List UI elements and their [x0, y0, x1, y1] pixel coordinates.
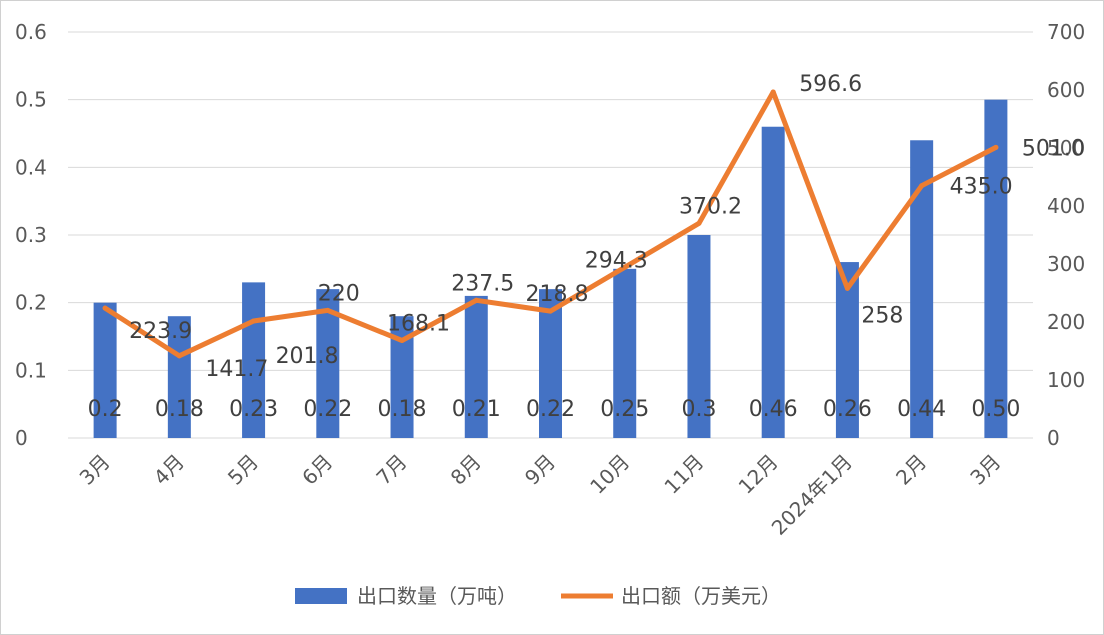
bar-data-label: 0.23 — [229, 397, 278, 422]
right-tick-label: 0 — [1047, 426, 1060, 450]
x-tick-label: 7月 — [371, 450, 411, 490]
line-point — [993, 144, 999, 150]
right-tick-label: 600 — [1047, 78, 1085, 102]
bar — [390, 316, 414, 438]
line-data-label: 201.8 — [276, 344, 339, 369]
line-point — [325, 307, 331, 313]
left-tick-label: 0.5 — [15, 88, 47, 112]
line-data-label: 220 — [318, 281, 360, 306]
x-tick-label: 10月 — [585, 450, 634, 499]
right-tick-label: 200 — [1047, 310, 1085, 334]
bar-data-label: 0.50 — [971, 397, 1020, 422]
line-data-label: 435.0 — [950, 175, 1013, 200]
bar — [835, 262, 859, 438]
bar-data-labels: 0.2 0.18 0.23 0.22 0.18 0.21 0.22 0.25 0.3 0.46 0.… — [88, 397, 1021, 422]
x-tick-label: 8月 — [446, 450, 486, 490]
x-tick-label: 2月 — [891, 450, 931, 490]
right-tick-label: 700 — [1047, 20, 1085, 44]
bar-data-label: 0.18 — [155, 397, 204, 422]
left-tick-label: 0.4 — [15, 155, 47, 179]
line-data-label: 168.1 — [387, 312, 450, 337]
bar — [910, 140, 934, 438]
bar — [93, 302, 117, 438]
left-tick-label: 0.1 — [15, 358, 47, 382]
right-tick-label: 300 — [1047, 252, 1085, 276]
right-tick-label: 500 — [1047, 136, 1085, 160]
line-point — [844, 285, 850, 291]
left-tick-label: 0.6 — [15, 20, 47, 44]
line-point — [473, 297, 479, 303]
x-tick-label: 5月 — [223, 450, 263, 490]
line-data-label: 141.7 — [205, 357, 268, 382]
bar — [613, 268, 637, 438]
bar-data-label: 0.18 — [378, 397, 427, 422]
bar-data-label: 0.2 — [88, 397, 123, 422]
line-data-label: 218.8 — [526, 282, 589, 307]
export-value-line — [102, 89, 999, 359]
line-point — [548, 308, 553, 314]
line-point — [251, 318, 257, 324]
x-tick-label: 12月 — [734, 450, 783, 499]
x-tick-label: 3月 — [75, 450, 115, 490]
line-point — [696, 220, 702, 226]
bar-data-label: 0.44 — [897, 397, 946, 422]
x-tick-label: 4月 — [149, 450, 189, 490]
x-tick-label: 2024年1月 — [767, 450, 857, 540]
bar-data-label: 0.22 — [526, 397, 575, 422]
x-tick-label: 9月 — [520, 450, 560, 490]
bar-data-label: 0.3 — [681, 397, 716, 422]
legend-label-quantity: 出口数量（万吨） — [357, 584, 517, 608]
line-data-label: 370.2 — [679, 194, 742, 219]
left-axis-ticks: 0 0.1 0.2 0.3 0.4 0.5 0.6 — [15, 20, 47, 450]
line-data-label: 223.9 — [129, 319, 192, 344]
line-point — [176, 353, 182, 359]
line-point — [770, 89, 776, 95]
x-tick-label: 3月 — [965, 450, 1005, 490]
bar-data-label: 0.46 — [749, 397, 798, 422]
legend-swatch-quantity — [295, 588, 347, 604]
bar — [464, 295, 488, 438]
line-point — [399, 338, 405, 344]
right-tick-label: 100 — [1047, 368, 1085, 392]
bar — [761, 126, 785, 438]
quantity-bars — [93, 99, 1008, 439]
right-tick-label: 400 — [1047, 194, 1085, 218]
bar — [984, 99, 1008, 439]
left-tick-label: 0.3 — [15, 223, 47, 247]
line-point — [622, 264, 628, 270]
legend: 出口数量（万吨） 出口额（万美元） — [295, 584, 781, 608]
line-data-label: 596.6 — [799, 72, 862, 97]
legend-label-value: 出口额（万美元） — [621, 584, 781, 608]
line-data-label: 501.0 — [1022, 136, 1085, 161]
x-tick-label: 11月 — [659, 450, 708, 499]
bar-data-label: 0.25 — [600, 397, 649, 422]
line-data-label: 294.3 — [585, 248, 648, 273]
line-point — [919, 183, 925, 189]
line-data-label: 258 — [861, 303, 903, 328]
right-axis-ticks: 0 100 200 300 400 500 600 700 — [1047, 20, 1085, 450]
bar-data-label: 0.22 — [303, 397, 352, 422]
line-data-label: 237.5 — [451, 271, 514, 296]
bar-data-label: 0.21 — [452, 397, 501, 422]
line-point — [102, 305, 108, 311]
x-tick-label: 6月 — [297, 450, 337, 490]
left-tick-label: 0 — [15, 426, 28, 450]
bar — [167, 316, 191, 438]
bar — [539, 289, 562, 438]
bar — [316, 289, 340, 438]
bar — [687, 235, 711, 438]
left-tick-label: 0.2 — [15, 291, 47, 315]
bar-data-label: 0.26 — [823, 397, 872, 422]
